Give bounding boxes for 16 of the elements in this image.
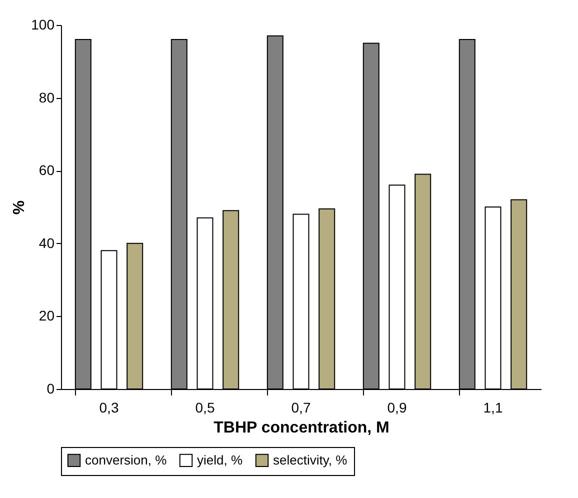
legend-label: selectivity, % [273,452,348,468]
y-tick-label: 100 [31,16,55,32]
x-axis-title: TBHP concentration, M [214,420,390,436]
y-axis-title: % [11,200,28,215]
x-tick-label: 0,9 [387,400,407,416]
x-tick-label: 1,1 [483,400,503,416]
legend-label: yield, % [197,452,243,468]
x-tick-label: 0,3 [99,400,119,416]
y-tick-label: 60 [38,162,55,178]
x-tick-label: 0,7 [291,400,311,416]
y-tick-label: 0 [46,380,55,396]
x-tick-label: 0,5 [195,400,215,416]
legend-label: conversion, % [85,452,168,468]
y-tick-label: 80 [38,89,55,106]
y-tick-label: 20 [38,308,55,324]
y-tick-label: 40 [38,234,55,251]
